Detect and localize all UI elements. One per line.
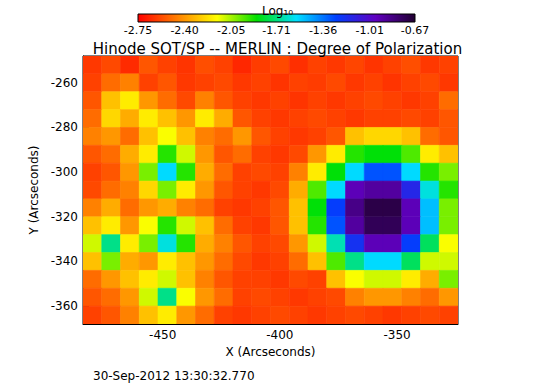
svg-text:Hinode SOT/SP -- MERLIN : Degr: Hinode SOT/SP -- MERLIN : Degree of Pola… [93,40,462,58]
svg-text:-350: -350 [383,328,410,342]
svg-text:-360: -360 [51,299,78,313]
svg-text:-450: -450 [149,328,176,342]
svg-text:30-Sep-2012 13:30:32.770: 30-Sep-2012 13:30:32.770 [93,369,255,383]
svg-text:-2.40: -2.40 [170,24,198,37]
svg-text:-1.71: -1.71 [262,24,290,37]
svg-text:-1.01: -1.01 [355,24,383,37]
svg-text:Log₁₀: Log₁₀ [262,4,293,18]
svg-text:Y (Arcseconds): Y (Arcseconds) [27,145,41,235]
svg-text:-340: -340 [51,254,78,268]
svg-text:-2.75: -2.75 [124,24,152,37]
svg-text:-0.67: -0.67 [401,24,429,37]
svg-text:-300: -300 [51,165,78,179]
svg-text:-260: -260 [51,76,78,90]
svg-text:X (Arcseconds): X (Arcseconds) [226,345,316,359]
svg-text:-320: -320 [51,210,78,224]
svg-text:-280: -280 [51,120,78,134]
svg-text:-400: -400 [266,328,293,342]
svg-text:-2.05: -2.05 [217,24,245,37]
svg-text:-1.36: -1.36 [309,24,337,37]
